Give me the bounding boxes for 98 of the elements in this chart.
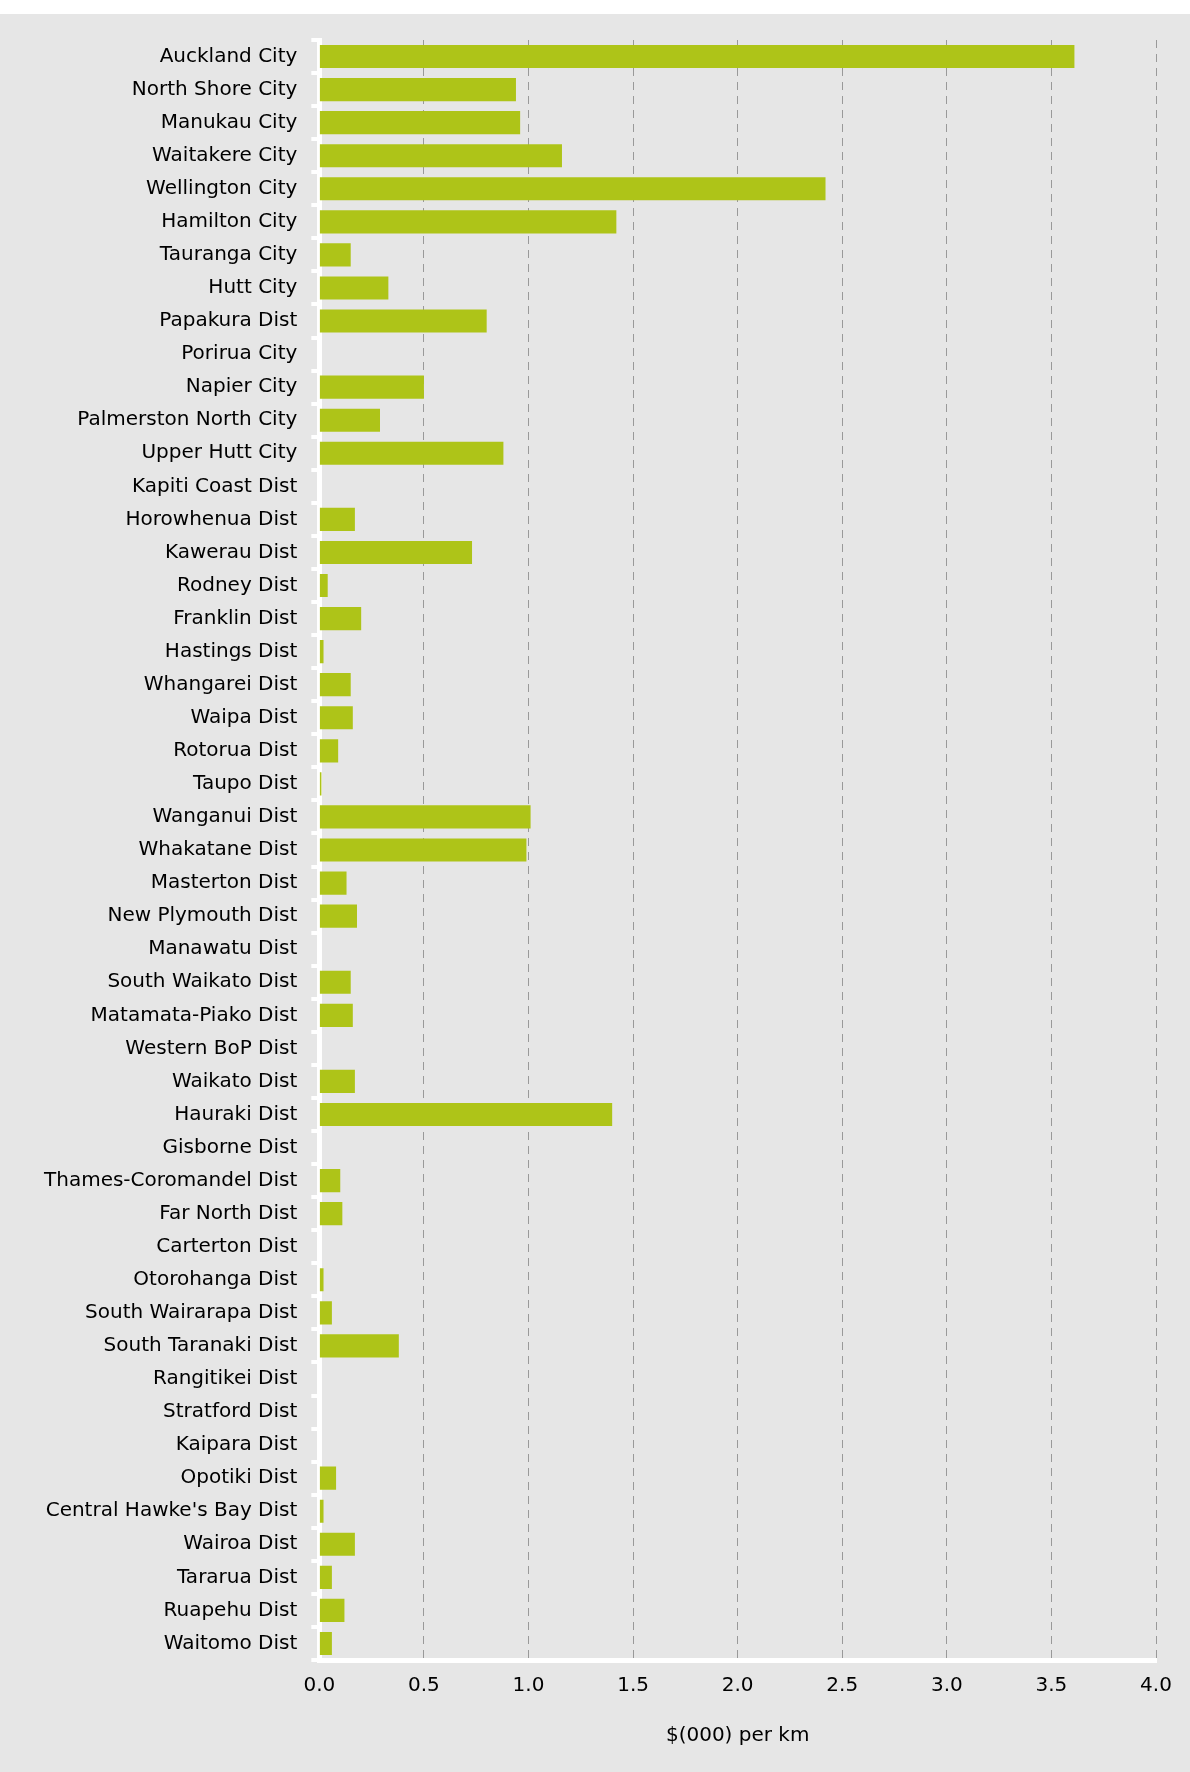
bar bbox=[319, 739, 339, 763]
x-axis-title: $(000) per km bbox=[665, 1722, 810, 1747]
x-tick-label: 2.0 bbox=[721, 1672, 754, 1697]
y-tick-label: Whangarei Dist bbox=[143, 670, 298, 695]
x-tick-label: 1.0 bbox=[512, 1672, 545, 1697]
y-tick-label: Waitomo Dist bbox=[163, 1629, 298, 1654]
y-tick-label: Hauraki Dist bbox=[174, 1100, 298, 1125]
x-tick-label: 2.5 bbox=[826, 1672, 859, 1697]
bar bbox=[319, 210, 617, 234]
bar bbox=[319, 144, 562, 168]
bar bbox=[319, 573, 328, 598]
y-tick-label: Wairoa Dist bbox=[183, 1530, 298, 1555]
y-tick-label: Manukau City bbox=[160, 108, 298, 133]
bar bbox=[319, 1301, 332, 1325]
bar bbox=[319, 1102, 613, 1127]
y-tick-label: Opotiki Dist bbox=[180, 1464, 298, 1489]
y-tick-label: Palmerston North City bbox=[77, 406, 298, 431]
bar bbox=[319, 1565, 332, 1589]
bar bbox=[319, 111, 521, 135]
y-tick-label: Auckland City bbox=[159, 42, 298, 67]
y-tick-label: Upper Hutt City bbox=[141, 439, 298, 464]
x-tick-label: 0.0 bbox=[303, 1672, 336, 1697]
x-tick-label: 3.5 bbox=[1035, 1672, 1068, 1697]
y-tick-label: Tauranga City bbox=[158, 241, 298, 266]
y-tick-label: Hamilton City bbox=[161, 208, 298, 233]
y-tick-label: Kapiti Coast Dist bbox=[132, 472, 298, 497]
y-tick-label: Waipa Dist bbox=[190, 703, 298, 728]
y-tick-label: Papakura Dist bbox=[159, 307, 298, 332]
y-tick-label: Taupo Dist bbox=[191, 770, 298, 795]
y-tick-label: Rangitikei Dist bbox=[152, 1365, 298, 1390]
y-tick-label: Manawatu Dist bbox=[148, 935, 298, 960]
bar bbox=[319, 408, 380, 432]
bar bbox=[319, 904, 357, 928]
bar bbox=[319, 1268, 324, 1292]
bar bbox=[319, 1069, 355, 1093]
bar bbox=[319, 1003, 353, 1027]
y-tick-label: Stratford Dist bbox=[163, 1398, 298, 1423]
bar bbox=[319, 607, 362, 631]
y-tick-label: Ruapehu Dist bbox=[163, 1596, 298, 1621]
y-tick-label: South Waikato Dist bbox=[107, 968, 298, 993]
y-tick-label: Otorohanga Dist bbox=[133, 1266, 298, 1290]
y-tick-label: Wanganui Dist bbox=[152, 803, 298, 828]
bar bbox=[319, 441, 504, 465]
y-tick-label: Gisborne Dist bbox=[162, 1133, 298, 1158]
y-tick-label: Tararua Dist bbox=[175, 1563, 298, 1588]
y-tick-label: South Taranaki Dist bbox=[103, 1332, 298, 1357]
y-tick-label: Carterton Dist bbox=[156, 1232, 298, 1257]
bar bbox=[319, 243, 351, 267]
y-tick-label: Rotorua Dist bbox=[173, 737, 298, 762]
y-tick-label: Horowhenua Dist bbox=[125, 505, 298, 530]
y-tick-label: South Wairarapa Dist bbox=[85, 1299, 298, 1324]
bar bbox=[319, 1598, 345, 1622]
y-tick-label: Waikato Dist bbox=[171, 1067, 298, 1092]
x-tick-label: 0.5 bbox=[408, 1672, 440, 1697]
bar bbox=[319, 673, 351, 697]
bar bbox=[319, 44, 1075, 69]
bar bbox=[319, 276, 389, 300]
bar bbox=[319, 706, 353, 730]
bar bbox=[319, 375, 424, 399]
y-tick-label: New Plymouth Dist bbox=[107, 902, 298, 927]
bar bbox=[319, 540, 473, 565]
bar bbox=[319, 309, 487, 333]
bar bbox=[319, 871, 347, 895]
y-tick-label: Kaipara Dist bbox=[175, 1431, 298, 1456]
bar bbox=[319, 1532, 355, 1556]
bar bbox=[319, 1631, 332, 1656]
y-tick-label: Central Hawke's Bay Dist bbox=[45, 1497, 298, 1522]
bar bbox=[319, 970, 351, 994]
y-tick-label: Franklin Dist bbox=[173, 604, 298, 629]
y-tick-label: Hastings Dist bbox=[164, 637, 298, 662]
y-tick-label: Rodney Dist bbox=[177, 571, 298, 596]
bar bbox=[319, 1334, 399, 1358]
y-tick-label: Kawerau Dist bbox=[164, 538, 298, 563]
x-tick-label: 4.0 bbox=[1140, 1672, 1172, 1697]
y-tick-label: Whakatane Dist bbox=[138, 836, 298, 861]
bar bbox=[319, 1202, 343, 1226]
bar bbox=[319, 1466, 337, 1490]
y-tick-label: Napier City bbox=[185, 373, 298, 398]
bar bbox=[319, 838, 527, 862]
y-tick-label: Thames-Coromandel Dist bbox=[43, 1166, 298, 1191]
y-tick-label: North Shore City bbox=[131, 75, 298, 100]
y-tick-label: Western BoP Dist bbox=[125, 1034, 298, 1059]
bar bbox=[319, 1499, 324, 1523]
bar bbox=[319, 640, 324, 664]
y-tick-label: Porirua City bbox=[181, 340, 298, 365]
x-tick-label: 1.5 bbox=[617, 1672, 649, 1697]
bar bbox=[319, 805, 531, 829]
y-tick-label: Masterton Dist bbox=[150, 869, 298, 894]
y-tick-label: Matamata-Piako Dist bbox=[90, 1001, 298, 1026]
y-tick-label: Wellington City bbox=[146, 174, 298, 199]
y-tick-label: Hutt City bbox=[208, 274, 298, 299]
bar bbox=[319, 507, 355, 531]
bar bbox=[319, 78, 516, 102]
bar bbox=[319, 1169, 341, 1193]
y-tick-label: Far North Dist bbox=[159, 1199, 298, 1224]
x-tick-label: 3.0 bbox=[930, 1672, 963, 1697]
y-tick-label: Waitakere City bbox=[152, 141, 298, 166]
bar bbox=[319, 177, 826, 201]
